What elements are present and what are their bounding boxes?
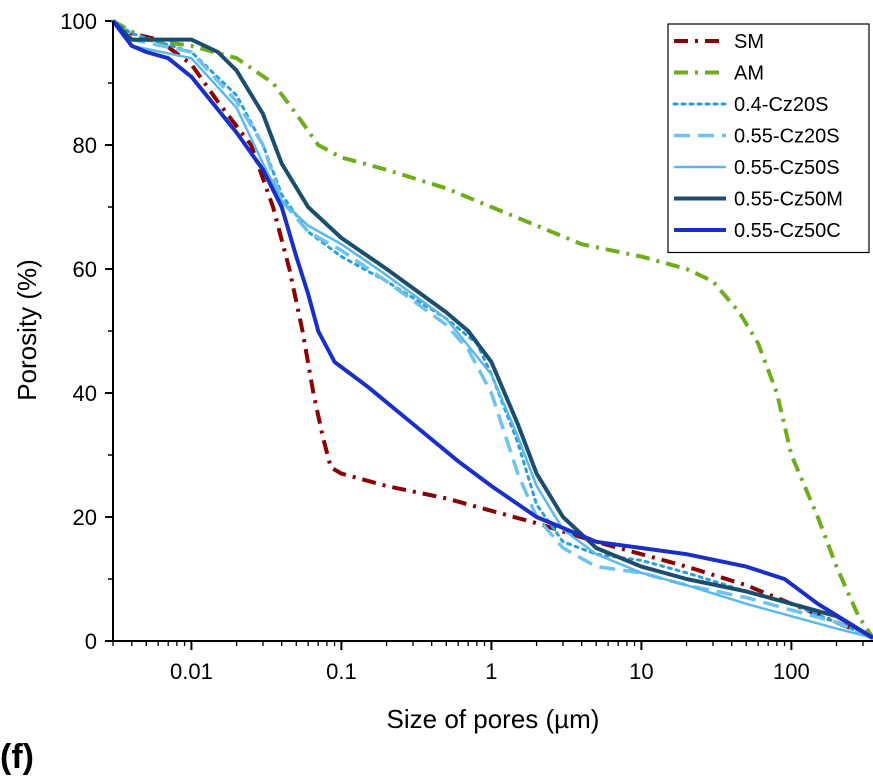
series-line-0-55-cz50c <box>111 19 873 640</box>
tick-labels: 0 20 40 60 80 100 0.01 0.1 1 10 100 <box>60 9 809 684</box>
series-line-0-55-cz50s <box>112 20 873 640</box>
series-line-0-55-cz50m <box>111 19 873 640</box>
y-tick-label: 60 <box>73 257 97 282</box>
y-tick-label: 80 <box>73 133 97 158</box>
y-tick-label: 20 <box>73 505 97 530</box>
axis-ticks <box>105 20 864 650</box>
y-tick-label: 0 <box>85 629 97 654</box>
legend-label: 0.55-Cz50S <box>734 157 840 179</box>
series-line-sm <box>111 19 873 640</box>
y-tick-label: 40 <box>73 381 97 406</box>
x-tick-label: 0.01 <box>170 659 213 684</box>
legend-label: SM <box>734 31 764 53</box>
x-tick-label: 100 <box>773 659 810 684</box>
series-line-0-55-cz20s <box>111 19 873 640</box>
x-axis-title: Size of pores (µm) <box>387 704 600 734</box>
panel-label: (f) <box>0 738 34 776</box>
x-tick-label: 0.1 <box>326 659 357 684</box>
legend-box <box>667 23 870 254</box>
legend-label: 0.55-Cz20S <box>734 126 840 148</box>
y-axis-title: Porosity (%) <box>12 259 42 401</box>
legend-label: 0.55-Cz50M <box>734 189 843 211</box>
series-layer <box>111 19 873 640</box>
legend-label: 0.55-Cz50C <box>734 220 841 242</box>
x-tick-label: 10 <box>629 659 653 684</box>
series-line-am <box>112 19 873 640</box>
legend-label: 0.4-Cz20S <box>734 94 829 116</box>
axes <box>112 21 873 642</box>
legend: SM AM 0.4-Cz20S 0.55-Cz20S 0.55-Cz50S 0.55-Cz… <box>667 23 870 254</box>
x-tick-label: 1 <box>485 659 497 684</box>
legend-label: AM <box>734 63 764 85</box>
y-tick-label: 100 <box>60 9 97 34</box>
